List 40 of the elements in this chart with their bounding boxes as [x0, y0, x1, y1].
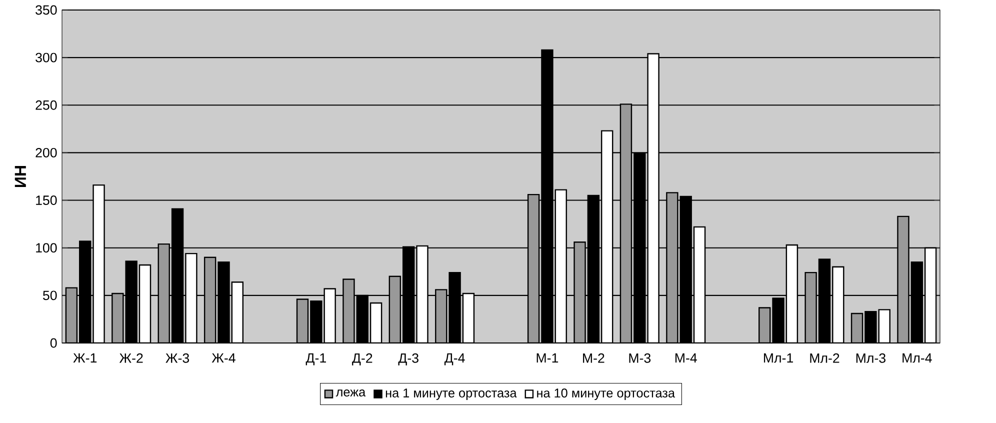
- y-tick-label: 300: [36, 52, 57, 62]
- x-tick-label: Мл-4: [902, 353, 932, 363]
- x-tick-label: Д-2: [352, 353, 372, 366]
- x-tick-label: Д-3: [398, 353, 418, 366]
- y-tick-label: 200: [36, 148, 57, 158]
- bar: [204, 256, 216, 343]
- y-tick-label: 150: [36, 196, 57, 205]
- legend-label: на 10 минуте ортостаза: [537, 388, 675, 400]
- x-tick-label: Д-4: [444, 353, 465, 366]
- bar: [786, 244, 798, 343]
- bar: [231, 281, 244, 343]
- y-axis-title: ИН: [14, 166, 26, 187]
- y-tick-label: 0: [50, 338, 57, 348]
- legend-label: на 1 минуте ортостаза: [386, 388, 517, 400]
- x-tick-label: Мл-2: [810, 353, 840, 363]
- x-tick-label: Д-1: [306, 353, 326, 366]
- x-tick-label: Ж-4: [212, 353, 236, 363]
- y-tick-label: 350: [36, 5, 57, 15]
- x-tick-label: Ж-1: [73, 353, 97, 363]
- bar: [600, 130, 614, 343]
- bar: [832, 266, 844, 343]
- bar: [138, 264, 152, 343]
- bar: [693, 226, 706, 343]
- bar: [158, 243, 170, 343]
- x-tick-label: М-2: [583, 353, 604, 363]
- y-tick-label: 100: [36, 243, 57, 253]
- x-tick-label: М-3: [629, 353, 651, 363]
- bar: [620, 104, 632, 343]
- x-tick-label: Ж-2: [119, 353, 143, 363]
- bar: [554, 189, 567, 343]
- y-tick-label: 250: [36, 100, 57, 110]
- y-tick-label: 50: [43, 290, 57, 300]
- legend-label: лежа: [336, 390, 366, 396]
- bar: [527, 194, 540, 343]
- x-tick-label: М-1: [536, 353, 558, 363]
- x-tick-label: Мл-1: [764, 353, 793, 363]
- x-tick-label: Ж-3: [166, 353, 190, 363]
- x-tick-label: Мл-3: [856, 353, 886, 363]
- bar: [924, 247, 937, 343]
- x-tick-label: М-4: [675, 353, 697, 363]
